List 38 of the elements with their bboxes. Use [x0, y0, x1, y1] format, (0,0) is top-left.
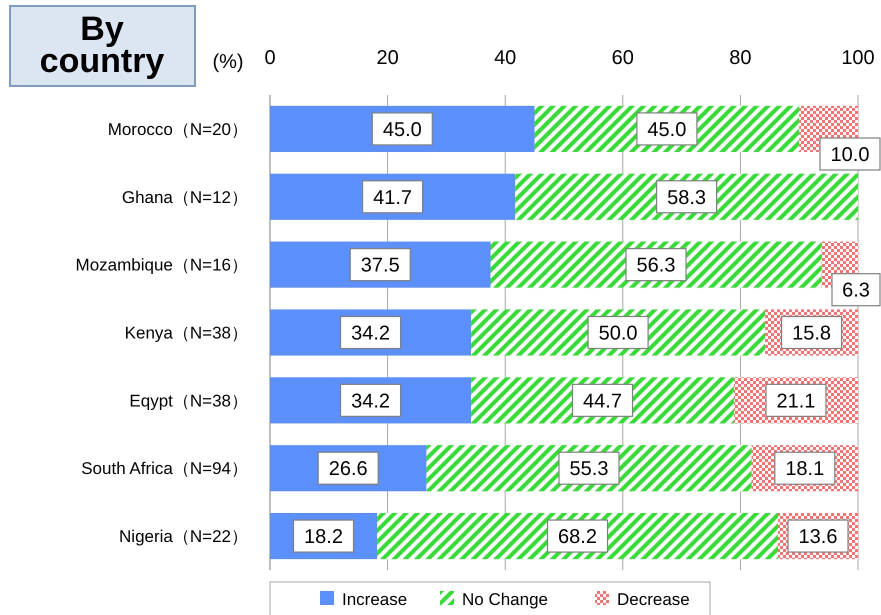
- data-label: 26.6: [328, 458, 368, 480]
- data-label: 15.8: [792, 322, 832, 344]
- x-axis-title: (%): [212, 51, 244, 73]
- legend-label: Increase: [342, 590, 408, 609]
- data-label: 55.3: [570, 458, 608, 480]
- y-tick-label: Mozambique（N=16）: [76, 256, 248, 275]
- data-label: 56.3: [636, 254, 676, 277]
- data-label: 6.3: [842, 280, 870, 302]
- x-tick-label: 40: [494, 47, 516, 69]
- data-label: 41.7: [373, 186, 412, 209]
- data-label: 45.0: [647, 118, 686, 141]
- legend-label: Decrease: [617, 590, 690, 609]
- data-label: 50.0: [598, 322, 638, 344]
- y-tick-label: Eqypt（N=38）: [129, 391, 248, 410]
- data-label: 34.2: [351, 390, 390, 412]
- x-tick-label: 100: [841, 47, 875, 69]
- data-label: 34.2: [351, 322, 390, 344]
- y-tick-label: Morocco（N=20）: [108, 120, 248, 139]
- chart-title: By country: [40, 10, 164, 80]
- x-tick-label: 0: [264, 47, 276, 69]
- x-tick-label: 80: [729, 47, 752, 69]
- legend-label: No Change: [462, 590, 548, 609]
- data-label: 68.2: [558, 526, 597, 548]
- data-label: 45.0: [382, 118, 422, 141]
- y-tick-label: Ghana（N=12）: [122, 188, 248, 207]
- y-tick-label: South Africa（N=94）: [81, 459, 248, 478]
- data-label: 13.6: [798, 526, 838, 548]
- data-label: 18.2: [304, 526, 343, 548]
- data-label: 10.0: [830, 144, 870, 166]
- data-label: 21.1: [776, 390, 816, 412]
- x-tick-label: 20: [376, 47, 399, 69]
- y-tick-label: Nigeria（N=22）: [119, 527, 248, 546]
- data-label: 58.3: [667, 186, 706, 209]
- data-label: 44.7: [583, 390, 622, 412]
- y-tick-label: Kenya（N=38）: [124, 324, 248, 342]
- x-tick-label: 60: [612, 47, 634, 69]
- data-label: 18.1: [785, 458, 824, 480]
- data-label: 37.5: [360, 254, 400, 277]
